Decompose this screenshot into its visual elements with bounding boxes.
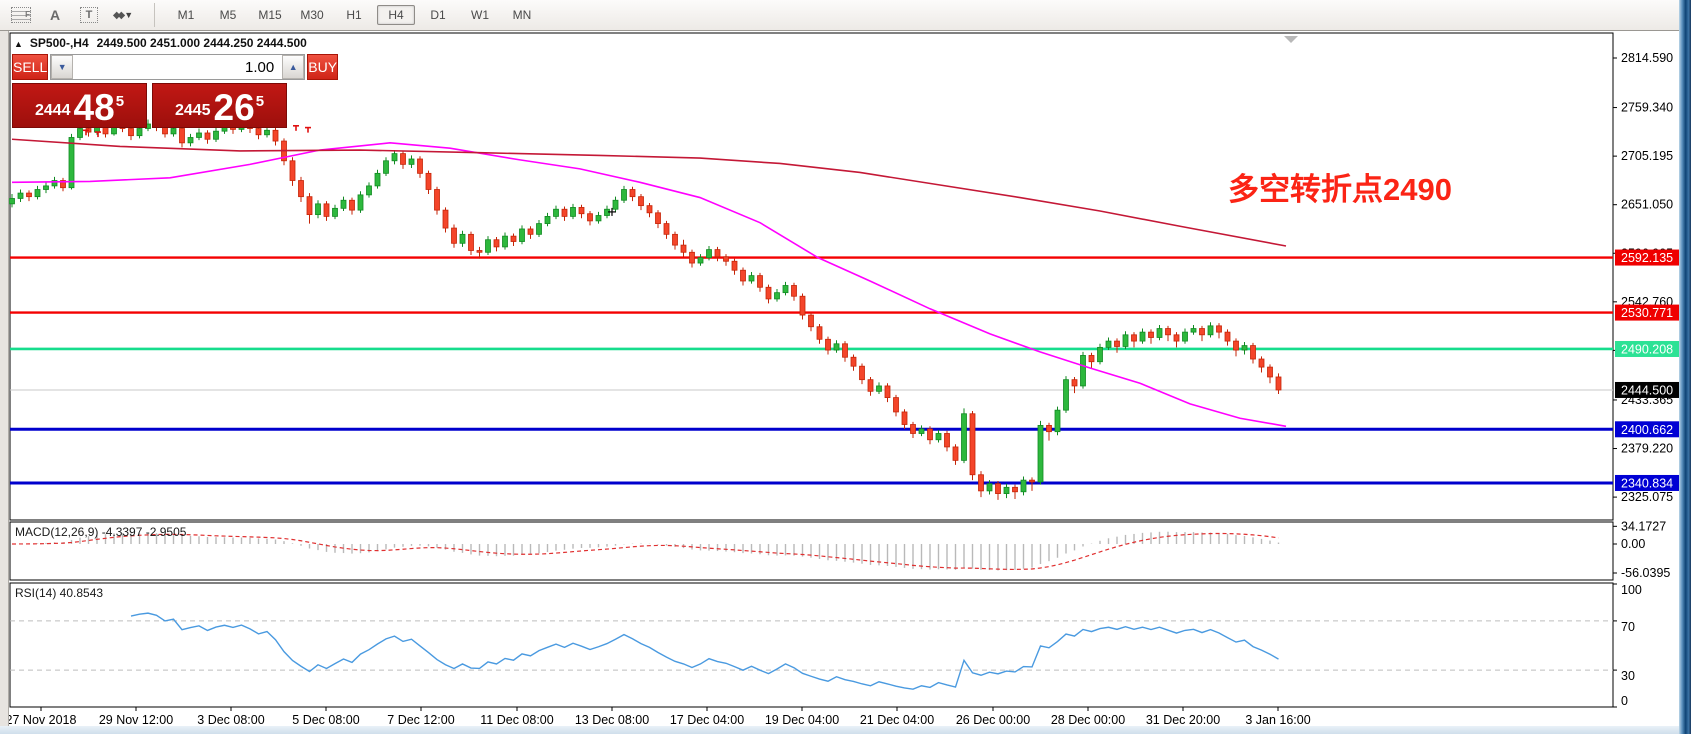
- sell-button[interactable]: SELL: [12, 54, 49, 80]
- timeframe-button-H4[interactable]: H4: [377, 5, 415, 25]
- svg-text:2444.500: 2444.500: [1621, 383, 1673, 397]
- sell-price-tile[interactable]: 2444 48 5: [12, 83, 147, 128]
- svg-text:3 Jan 16:00: 3 Jan 16:00: [1245, 713, 1310, 727]
- collapse-arrow-icon[interactable]: ▲: [14, 39, 23, 49]
- bottom-window-edge: [0, 726, 1679, 734]
- toolbar: F A T ◆◆ ▼ M1 M5 M15 M30 H1 H4 D1 W1 MN: [0, 0, 1691, 31]
- svg-text:0: 0: [1621, 694, 1628, 708]
- volume-increase-button[interactable]: ▲: [282, 55, 305, 79]
- buy-button[interactable]: BUY: [307, 54, 339, 80]
- macd-label: MACD(12,26,9) -4.3397 -2.9505: [15, 525, 187, 539]
- svg-text:34.1727: 34.1727: [1621, 519, 1666, 533]
- svg-text:2340.834: 2340.834: [1621, 476, 1673, 490]
- svg-text:0.00: 0.00: [1621, 537, 1645, 551]
- svg-text:13 Dec 08:00: 13 Dec 08:00: [575, 713, 649, 727]
- sell-price-main: 48: [73, 87, 115, 128]
- svg-text:31 Dec 20:00: 31 Dec 20:00: [1146, 713, 1220, 727]
- timeframe-button-M5[interactable]: M5: [219, 8, 237, 22]
- timeframe-button-M1[interactable]: M1: [177, 8, 195, 22]
- svg-text:28 Dec 00:00: 28 Dec 00:00: [1051, 713, 1125, 727]
- price-badges: 2592.135 2530.771 2490.208 2400.662 2340.834…: [1615, 249, 1679, 491]
- moving-averages: [11, 138, 1287, 428]
- svg-text:2592.135: 2592.135: [1621, 251, 1673, 265]
- timeframe-button-M30[interactable]: M30: [300, 8, 324, 22]
- svg-text:2705.195: 2705.195: [1621, 149, 1673, 163]
- svg-text:11 Dec 08:00: 11 Dec 08:00: [480, 713, 553, 727]
- buy-price-prefix: 2445: [174, 102, 211, 119]
- sell-price-prefix: 2444: [34, 102, 71, 119]
- timeframe-button-MN[interactable]: MN: [512, 8, 532, 22]
- svg-text:2379.220: 2379.220: [1621, 442, 1673, 456]
- svg-text:70: 70: [1621, 620, 1635, 634]
- svg-text:29 Nov 12:00: 29 Nov 12:00: [99, 713, 173, 727]
- svg-text:17 Dec 04:00: 17 Dec 04:00: [670, 713, 744, 727]
- volume-box: ▼ ▲: [50, 54, 306, 80]
- timeframe-button-D1[interactable]: D1: [430, 8, 446, 22]
- timeframe-bar: M1 M5 M15 M30 H1 H4 D1 W1 MN: [154, 3, 543, 27]
- svg-text:2325.075: 2325.075: [1621, 490, 1673, 504]
- dropdown-caret-icon: ▼: [124, 10, 134, 20]
- timeframe-button-H1[interactable]: H1: [346, 8, 362, 22]
- svg-text:2759.340: 2759.340: [1621, 101, 1673, 115]
- svg-text:-56.0395: -56.0395: [1621, 566, 1670, 580]
- candles-layer: [9, 118, 1282, 500]
- date-axis: 27 Nov 2018 29 Nov 12:00 3 Dec 08:00 5 Dec …: [6, 707, 1311, 727]
- chart-header: ▲ SP500-,H4 2449.500 2451.000 2444.250 244…: [14, 36, 307, 50]
- macd-pane: 34.1727 0.00 -56.0395: [11, 519, 1670, 580]
- text-box-glyph: T: [80, 7, 98, 23]
- svg-text:21 Dec 04:00: 21 Dec 04:00: [860, 713, 934, 727]
- rsi-pane: 100 70 30 0: [10, 583, 1642, 708]
- svg-text:26 Dec 00:00: 26 Dec 00:00: [956, 713, 1030, 727]
- symbol-label: SP500-,H4: [29, 36, 89, 50]
- text-box-tool-icon[interactable]: T: [76, 4, 102, 26]
- sell-price-sup: 5: [115, 93, 125, 110]
- timeframe-button-W1[interactable]: W1: [471, 8, 489, 22]
- fibonacci-tool-icon[interactable]: F: [8, 4, 34, 26]
- chart-annotation-text: 多空转折点2490: [1228, 172, 1452, 207]
- buy-price-tile[interactable]: 2445 26 5: [152, 83, 287, 128]
- buy-price-main: 26: [213, 87, 255, 128]
- svg-text:2814.590: 2814.590: [1621, 51, 1673, 65]
- svg-text:100: 100: [1621, 583, 1642, 597]
- right-scroll-strip[interactable]: [1679, 0, 1691, 734]
- text-label-tool-icon[interactable]: A: [49, 7, 61, 23]
- volume-decrease-button[interactable]: ▼: [51, 55, 74, 79]
- svg-text:3 Dec 08:00: 3 Dec 08:00: [197, 713, 264, 727]
- svg-text:7 Dec 12:00: 7 Dec 12:00: [387, 713, 454, 727]
- svg-text:27 Nov 2018: 27 Nov 2018: [6, 713, 77, 727]
- buy-price-sup: 5: [255, 93, 265, 110]
- svg-text:2490.208: 2490.208: [1621, 342, 1673, 356]
- pane-frames: [9, 32, 1614, 708]
- timeframe-button-M15[interactable]: M15: [258, 8, 282, 22]
- svg-text:5 Dec 08:00: 5 Dec 08:00: [292, 713, 359, 727]
- left-window-edge: [0, 31, 9, 726]
- shapes-glyph: ◆◆: [112, 9, 126, 21]
- rsi-label: RSI(14) 40.8543: [15, 586, 104, 600]
- svg-text:19 Dec 04:00: 19 Dec 04:00: [765, 713, 839, 727]
- shapes-tool-icon[interactable]: ◆◆ ▼: [110, 4, 136, 26]
- svg-text:2651.050: 2651.050: [1621, 198, 1673, 212]
- ohlc-values: 2449.500 2451.000 2444.250 2444.500: [96, 36, 307, 50]
- fibonacci-glyph: F: [11, 7, 31, 23]
- volume-input[interactable]: [73, 55, 283, 79]
- markers: [83, 36, 1298, 216]
- svg-text:2530.771: 2530.771: [1621, 306, 1673, 320]
- svg-text:2400.662: 2400.662: [1621, 423, 1673, 437]
- svg-text:30: 30: [1621, 669, 1635, 683]
